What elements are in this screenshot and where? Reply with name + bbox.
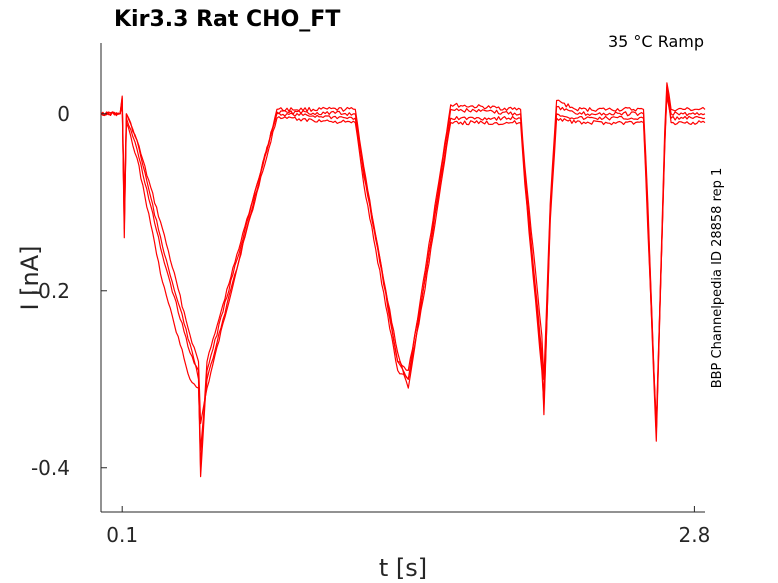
x-ticks: 0.1 2.8 — [106, 506, 710, 547]
chart-annotation: 35 °C Ramp — [608, 32, 704, 51]
x-tick-label-1: 0.1 — [106, 523, 138, 547]
side-id-label: BBP Channelpedia ID 28858 rep 1 — [710, 168, 725, 389]
y-tick-label-2: -0.2 — [31, 279, 70, 303]
current-trace-2 — [100, 95, 706, 469]
current-trace-1 — [100, 82, 706, 433]
y-tick-label-1: 0 — [57, 102, 70, 126]
plot-area — [100, 43, 705, 513]
y-ticks: 0 -0.2 -0.4 — [31, 102, 107, 480]
y-axis-label: I [nA] — [16, 245, 44, 310]
x-axis-label: t [s] — [379, 554, 427, 582]
current-trace-4 — [100, 86, 706, 478]
y-tick-label-3: -0.4 — [31, 456, 70, 480]
current-trace-3 — [100, 91, 706, 451]
traces — [100, 82, 706, 478]
chart-title: Kir3.3 Rat CHO_FT — [114, 7, 340, 32]
x-tick-label-2: 2.8 — [678, 523, 710, 547]
